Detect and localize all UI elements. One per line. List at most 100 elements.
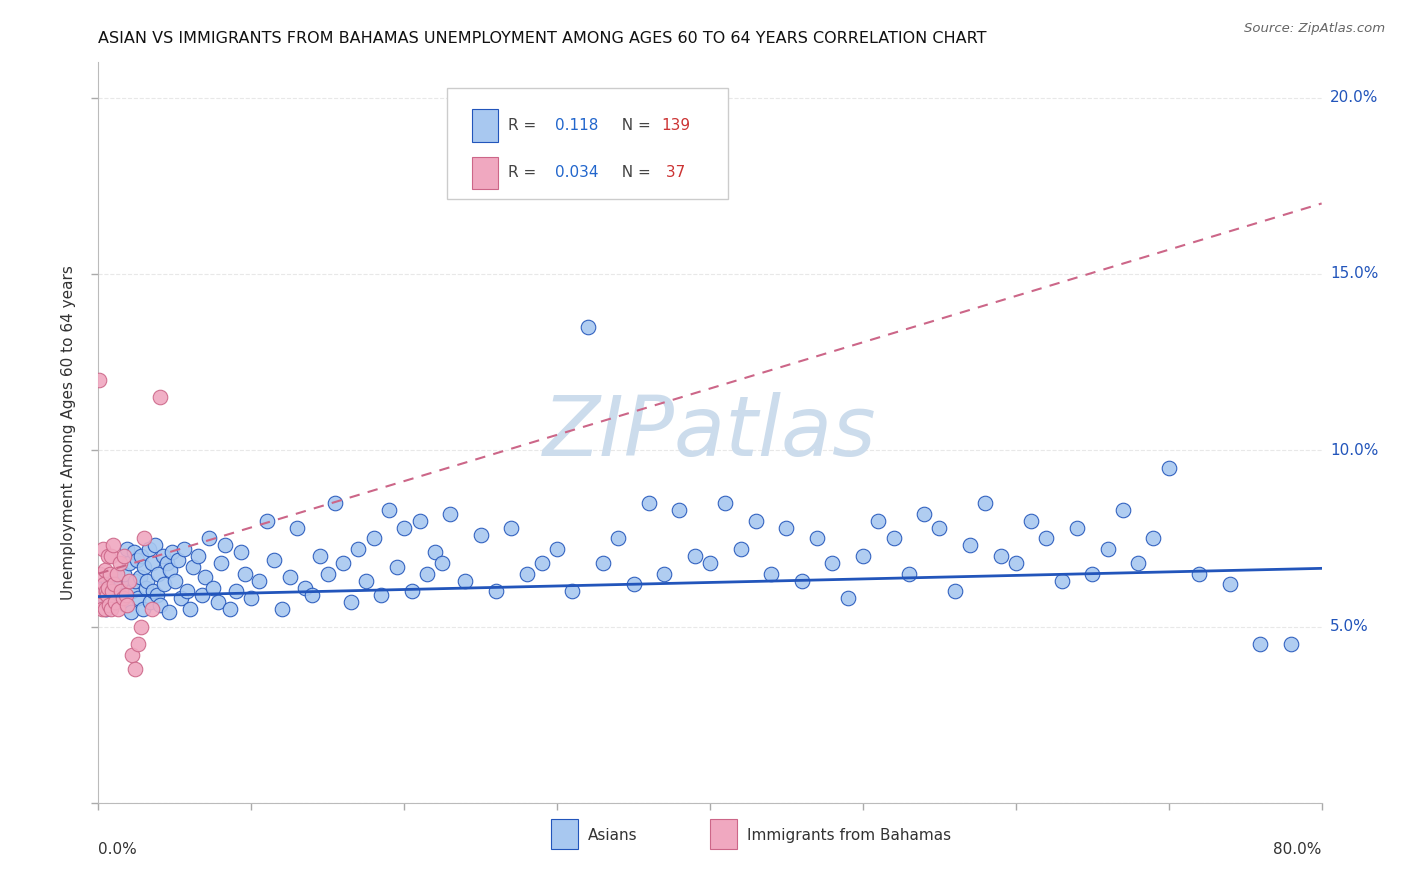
Text: R =: R = [508,118,541,133]
Point [118,574,141,588]
Point [163,574,186,588]
FancyBboxPatch shape [471,109,498,142]
Point [270,602,294,616]
Point [623,577,645,591]
Point [454,574,477,588]
Point [546,541,568,556]
Point [125,552,148,566]
Point [142,584,165,599]
Point [129,549,152,563]
Point [110,584,132,599]
Point [1157,461,1180,475]
Point [90,584,112,599]
Point [1019,514,1042,528]
Point [897,566,920,581]
Text: 10.0%: 10.0% [1330,442,1378,458]
FancyBboxPatch shape [710,819,737,848]
Point [91,541,114,556]
Point [115,588,138,602]
Point [93,602,115,616]
Point [1250,637,1272,651]
Point [247,574,270,588]
Point [191,588,214,602]
Point [127,637,149,651]
Point [332,556,354,570]
Point [576,319,599,334]
Point [501,521,523,535]
Point [392,521,416,535]
Point [470,528,492,542]
Point [775,521,797,535]
Point [153,577,176,591]
Point [439,507,461,521]
Point [134,559,156,574]
Point [1279,637,1302,651]
Point [761,566,783,581]
Point [730,541,752,556]
Text: ASIAN VS IMMIGRANTS FROM BAHAMAS UNEMPLOYMENT AMONG AGES 60 TO 64 YEARS CORRELAT: ASIAN VS IMMIGRANTS FROM BAHAMAS UNEMPLO… [98,31,987,46]
Point [146,566,169,581]
FancyBboxPatch shape [471,157,498,189]
Point [806,532,828,546]
Point [187,549,209,563]
Point [159,563,181,577]
Point [134,532,156,546]
Point [110,574,132,588]
Point [714,496,737,510]
Point [592,556,614,570]
Text: R =: R = [508,165,541,180]
Y-axis label: Unemployment Among Ages 60 to 64 years: Unemployment Among Ages 60 to 64 years [60,265,76,600]
Point [112,566,135,581]
Point [124,662,146,676]
Point [745,514,768,528]
Point [959,538,981,552]
Point [120,606,142,620]
Point [233,566,256,581]
FancyBboxPatch shape [551,819,578,848]
Point [416,566,439,581]
Text: 0.0%: 0.0% [98,842,138,856]
Text: 80.0%: 80.0% [1274,842,1322,856]
Point [309,549,332,563]
Point [104,595,127,609]
Point [170,591,193,606]
Point [176,584,198,599]
Point [91,581,114,595]
Point [530,556,553,570]
Point [96,588,118,602]
Point [1050,574,1073,588]
Point [1081,566,1104,581]
Point [122,545,145,559]
Point [128,570,150,584]
Point [225,584,247,599]
Point [516,566,538,581]
Point [401,584,423,599]
Point [111,591,134,606]
Text: ZIPatlas: ZIPatlas [543,392,877,473]
Point [256,514,278,528]
Point [112,549,135,563]
Point [127,591,149,606]
Point [207,595,229,609]
Text: 5.0%: 5.0% [1330,619,1368,634]
Point [229,545,252,559]
Point [683,549,706,563]
Point [97,581,120,595]
Point [101,538,124,552]
Point [1097,541,1119,556]
Point [152,549,174,563]
Text: N =: N = [612,165,655,180]
Point [943,584,966,599]
Point [167,552,190,566]
Point [990,549,1012,563]
Point [1188,566,1211,581]
Point [485,584,508,599]
Text: Immigrants from Bahamas: Immigrants from Bahamas [747,828,950,843]
Point [90,591,112,606]
Text: 20.0%: 20.0% [1330,90,1378,105]
Point [141,602,163,616]
Point [94,584,117,599]
Point [138,541,160,556]
Point [1112,503,1135,517]
Point [117,599,139,613]
